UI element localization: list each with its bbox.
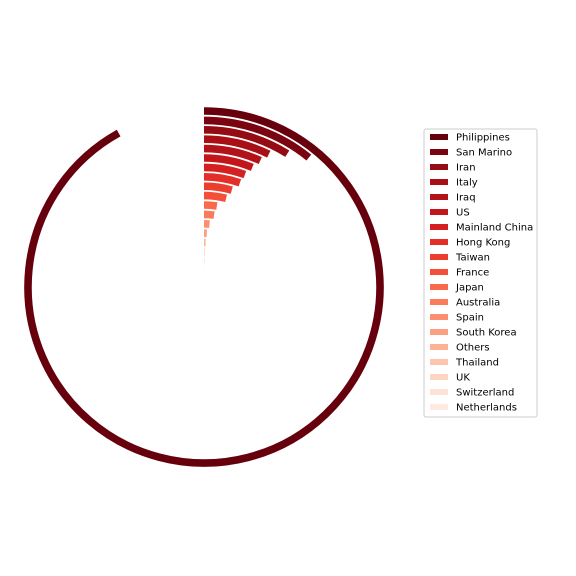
legend: Philippines San Marino Iran Italy Iraq US Main…: [423, 128, 538, 418]
legend-label: US: [456, 208, 470, 219]
legend-label: Italy: [456, 178, 478, 189]
legend-label: Hong Kong: [456, 238, 510, 249]
legend-label: Others: [456, 343, 490, 354]
legend-label: South Korea: [456, 328, 517, 339]
bar-taiwan: [203, 182, 233, 194]
legend-swatch: [430, 134, 448, 140]
bar-iran: [203, 126, 290, 157]
legend-swatch: [430, 179, 448, 185]
legend-label: Iran: [456, 163, 476, 174]
legend-label: Mainland China: [456, 223, 533, 234]
legend-swatch: [430, 299, 448, 305]
legend-label: Netherlands: [456, 403, 517, 414]
bars-group: [24, 107, 384, 467]
legend-swatch: [430, 359, 448, 365]
bar-italy: [203, 135, 271, 158]
legend-label: Australia: [456, 298, 500, 309]
legend-label: France: [456, 268, 489, 279]
legend-label: Taiwan: [455, 253, 490, 264]
bar-mainland-china: [203, 163, 247, 179]
bar-japan: [203, 201, 218, 210]
bar-australia: [203, 210, 215, 219]
legend-label: Iraq: [456, 193, 476, 204]
legend-label: Switzerland: [456, 388, 514, 399]
legend-swatch: [430, 329, 448, 335]
legend-label: Philippines: [456, 133, 510, 144]
legend-swatch: [430, 194, 448, 200]
bar-philippines: [24, 107, 384, 467]
legend-swatch: [430, 284, 448, 290]
bar-france: [203, 191, 228, 203]
legend-swatch: [430, 374, 448, 380]
legend-swatch: [430, 254, 448, 260]
legend-swatch: [430, 404, 448, 410]
legend-swatch: [430, 344, 448, 350]
legend-label: Japan: [455, 283, 484, 294]
legend-swatch: [430, 239, 448, 245]
bar-iraq: [203, 144, 262, 165]
legend-swatch: [430, 209, 448, 215]
legend-swatch: [430, 149, 448, 155]
legend-swatch: [430, 314, 448, 320]
legend-swatch: [430, 224, 448, 230]
legend-swatch: [430, 269, 448, 275]
legend-swatch: [430, 389, 448, 395]
legend-swatch: [430, 164, 448, 170]
legend-label: Thailand: [455, 358, 499, 369]
bar-us: [203, 154, 254, 171]
legend-label: San Marino: [456, 148, 512, 159]
bar-hong-kong: [203, 173, 242, 187]
legend-label: UK: [456, 373, 470, 384]
legend-label: Spain: [456, 313, 484, 324]
bar-san-marino: [203, 116, 312, 161]
legend-frame: [423, 128, 538, 418]
